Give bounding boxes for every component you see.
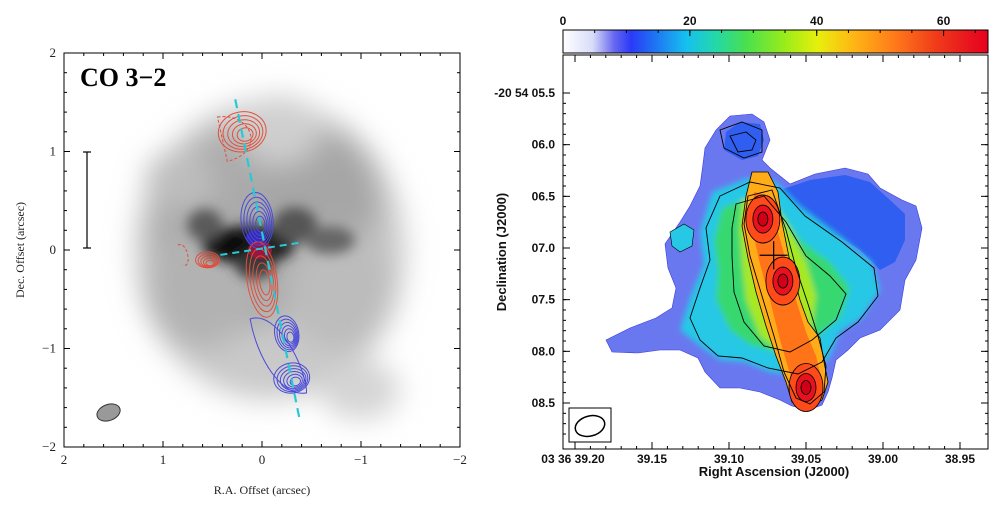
y-tick-label: 1	[50, 144, 57, 159]
y-tick-label: 0	[50, 242, 57, 257]
disk-axis-line	[220, 241, 304, 256]
x-tick-label: 1	[160, 452, 167, 467]
y-tick-label: −2	[42, 439, 56, 454]
y-tick-label: 2	[50, 45, 57, 60]
blue-contour	[252, 210, 268, 236]
ra-tick-label: 39.00	[868, 452, 898, 466]
x-tick-label: 2	[61, 452, 68, 467]
red-contour	[205, 259, 215, 267]
left-blob	[669, 223, 695, 253]
blue-region	[724, 122, 905, 270]
left-axis-ticks: 2 1 0 −1 −2 2 1 0 −1 −2	[42, 45, 467, 467]
left-title: CO 3−2	[80, 63, 166, 92]
peak-inner	[757, 211, 769, 227]
y-tick-label: −1	[42, 341, 56, 356]
center-cross	[759, 241, 788, 270]
blue-contour	[276, 365, 309, 393]
left-xlabel: R.A. Offset (arcsec)	[214, 483, 310, 497]
peak-inner	[777, 273, 789, 289]
contour-lines	[689, 121, 879, 405]
blue-contour	[243, 196, 273, 246]
red-contour	[236, 127, 254, 142]
blue-contour	[249, 317, 308, 394]
peak-inner	[800, 380, 812, 395]
blue-contour	[274, 315, 300, 353]
beam-ellipse-right	[574, 414, 606, 438]
color-map	[568, 113, 923, 443]
red-contour	[177, 244, 189, 266]
ra-tick-label: 39.10	[714, 452, 744, 466]
red-contour	[216, 116, 252, 162]
blue-contour	[276, 318, 299, 351]
grey-emission-map	[135, 95, 405, 420]
blue-contour	[273, 362, 311, 394]
dec-tick-label: -20 54 05.5	[494, 86, 555, 100]
dec-tick-label: 07.0	[532, 241, 556, 255]
red-contour	[200, 255, 218, 268]
blue-contour	[279, 368, 307, 391]
red-contour	[195, 251, 221, 269]
colorbar-ticks: 0 20 40 60	[560, 14, 976, 36]
left-panel: 2 1 0 −1 −2 2 1 0 −1 −2 CO 3−2 R.A. Offset (arcse…	[13, 45, 467, 497]
colorbar-tick-label: 20	[683, 14, 697, 28]
ra-tick-label: 38.95	[945, 452, 975, 466]
beam-ellipse	[96, 403, 121, 422]
dec-tick-label: 06.5	[532, 189, 556, 203]
red-contour	[252, 255, 275, 307]
dec-tick-label: 08.5	[532, 396, 556, 410]
red-contour	[231, 123, 257, 145]
x-tick-label: −2	[453, 452, 467, 467]
blue-contour	[246, 201, 271, 243]
red-contour	[245, 241, 279, 318]
blue-contour	[278, 321, 298, 349]
colorbar-tick-label: 40	[810, 14, 824, 28]
emission-peaks	[745, 194, 824, 412]
colorbar-tick-label: 60	[937, 14, 951, 28]
blue-contour	[286, 331, 295, 343]
x-tick-label: 0	[259, 452, 266, 467]
red-contour	[227, 119, 261, 148]
blue-contour	[286, 373, 303, 388]
colorbar	[562, 29, 989, 54]
red-contour	[259, 269, 271, 296]
right-panel: 0 20 40 60	[494, 14, 989, 479]
ra-tick-label: 39.15	[637, 452, 667, 466]
red-contour	[197, 253, 219, 268]
ra-tick-label: 39.05	[791, 452, 821, 466]
left-ylabel: Dec. Offset (arcsec)	[13, 202, 27, 298]
outflow-axis-line	[234, 99, 301, 420]
dec-tick-label: 07.5	[532, 293, 556, 307]
ra-tick-label: 03 36 39.20	[541, 452, 605, 466]
red-contour	[202, 257, 216, 267]
right-xlabel: Right Ascension (J2000)	[699, 464, 850, 479]
right-ylabel: Declination (J2000)	[494, 193, 509, 312]
blue-contour	[289, 376, 301, 387]
dec-tick-label: 08.0	[532, 344, 556, 358]
colorbar-tick-label: 0	[560, 14, 567, 28]
right-axis-ticks: 03 36 39.20 39.15 39.10 39.05 39.00 38.95 -20 …	[494, 55, 988, 466]
dec-tick-label: 06.0	[532, 138, 556, 152]
x-tick-label: −1	[354, 452, 368, 467]
